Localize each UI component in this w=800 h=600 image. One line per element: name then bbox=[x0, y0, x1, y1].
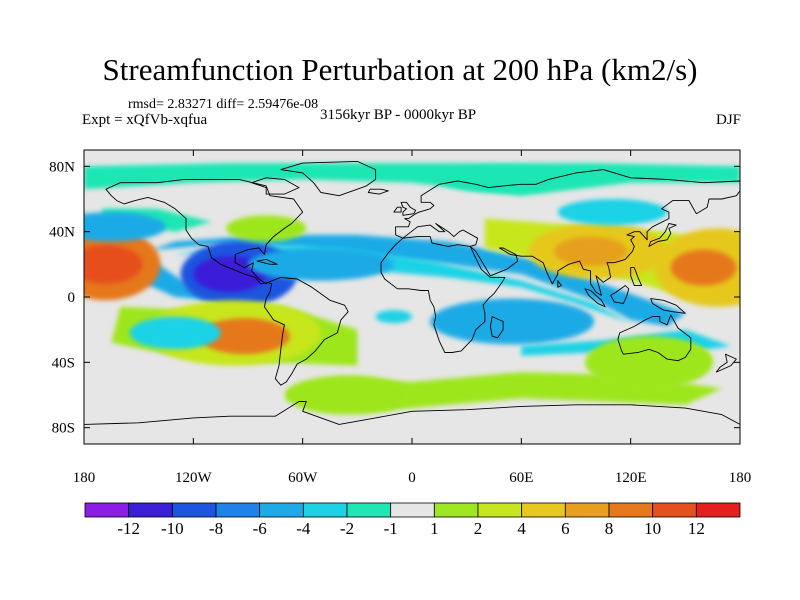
x-tick-label: 180 bbox=[73, 470, 96, 486]
colorbar: -12 -10 -8 -6 -4 -2 -1 1 2 4 6 8 10 12 bbox=[84, 502, 741, 538]
x-tick-label: 0 bbox=[408, 470, 416, 486]
colorbar-swatch bbox=[608, 502, 654, 518]
colorbar-label: 2 bbox=[474, 519, 483, 538]
colorbar-label: -4 bbox=[296, 519, 311, 538]
anomaly-center bbox=[129, 316, 221, 350]
colorbar-label: 4 bbox=[517, 519, 526, 538]
colorbar-swatch bbox=[521, 502, 566, 518]
anomaly-center bbox=[670, 249, 737, 286]
colorbar-label: 10 bbox=[644, 519, 661, 538]
coastline-eurasia bbox=[395, 169, 740, 296]
x-tick-label: 120E bbox=[615, 470, 647, 486]
season-label: DJF bbox=[715, 112, 741, 128]
colorbar-swatch bbox=[564, 502, 610, 518]
y-tick-label: 40N bbox=[49, 225, 75, 241]
anomaly-center bbox=[375, 310, 412, 324]
anomaly-center bbox=[585, 336, 713, 389]
coastline-greenland bbox=[280, 160, 377, 197]
colorbar-swatch bbox=[695, 502, 741, 518]
anomaly-center bbox=[554, 236, 628, 266]
axis-ticks: 180 120W 60W 0 60E 120E 180 80N 40N 0 40S 80S bbox=[49, 150, 751, 486]
y-tick-label: 0 bbox=[68, 290, 76, 306]
coastline-borneo bbox=[610, 285, 630, 304]
colorbar-label: -12 bbox=[117, 519, 140, 538]
anomaly-center bbox=[557, 199, 668, 226]
y-tick-label: 80S bbox=[52, 421, 75, 437]
colorbar-label: 12 bbox=[688, 519, 705, 538]
coastline-north-america bbox=[105, 178, 304, 285]
colorbar-label: -1 bbox=[384, 519, 398, 538]
anomaly-band bbox=[120, 234, 686, 327]
y-tick-label: 80N bbox=[49, 159, 75, 175]
coastline-sri-lanka bbox=[557, 280, 562, 288]
x-tick-label: 180 bbox=[729, 470, 752, 486]
y-tick-label: 40S bbox=[52, 355, 75, 371]
anomaly-field bbox=[84, 163, 740, 415]
anomaly-center bbox=[439, 166, 567, 193]
coastline-great-britain bbox=[400, 201, 417, 216]
colorbar-swatch bbox=[84, 502, 130, 518]
colorbar-swatch bbox=[128, 502, 173, 518]
anomaly-center bbox=[226, 215, 307, 242]
coastline-japan bbox=[648, 223, 677, 247]
colorbar-swatch bbox=[477, 502, 523, 518]
coastline-sumatra bbox=[584, 288, 606, 308]
anomaly-center bbox=[248, 248, 394, 281]
x-tick-label: 120W bbox=[175, 470, 213, 486]
coastline-cuba bbox=[256, 258, 278, 265]
colorbar-label: -2 bbox=[340, 519, 354, 538]
coastline-africa bbox=[380, 236, 506, 353]
coastline-new-zealand bbox=[715, 353, 737, 373]
anomaly-center bbox=[193, 256, 267, 293]
colorbar-swatch bbox=[652, 502, 697, 518]
colorbar-swatch bbox=[302, 502, 348, 518]
anomaly-center bbox=[198, 318, 290, 355]
coastline-madagascar bbox=[489, 316, 504, 339]
coastline-iceland bbox=[367, 188, 389, 195]
colorbar-label: 6 bbox=[561, 519, 570, 538]
coastline-new-guinea bbox=[650, 298, 686, 314]
anomaly-center bbox=[430, 298, 595, 345]
colorbar-label: -8 bbox=[209, 519, 223, 538]
figure-title: Streamfunction Perturbation at 200 hPa (… bbox=[102, 52, 698, 87]
anomaly-band bbox=[84, 163, 740, 196]
coastlines bbox=[84, 160, 740, 425]
coastline-australia bbox=[617, 314, 692, 362]
colorbar-label: -10 bbox=[161, 519, 184, 538]
coastline-baffin bbox=[251, 177, 300, 195]
coastline-antarctica bbox=[84, 401, 740, 425]
stats-line: rmsd= 2.83271 diff= 2.59476e-08 bbox=[128, 97, 319, 112]
x-tick-label: 60W bbox=[288, 470, 318, 486]
x-tick-label: 60E bbox=[509, 470, 533, 486]
anomaly-center bbox=[284, 375, 412, 415]
colorbar-label: 8 bbox=[605, 519, 614, 538]
colorbar-swatch bbox=[346, 502, 392, 518]
colorbar-swatch bbox=[215, 502, 261, 518]
anomaly-center bbox=[84, 212, 166, 242]
colorbar-swatch bbox=[259, 502, 304, 518]
anomaly-center bbox=[84, 244, 143, 284]
coastline-ireland bbox=[393, 206, 402, 213]
coastline-philippines bbox=[630, 267, 643, 287]
colorbar-swatch bbox=[433, 502, 479, 518]
colorbar-label: 1 bbox=[430, 519, 439, 538]
colorbar-swatch bbox=[171, 502, 217, 518]
period-line: 3156kyr BP - 0000kyr BP bbox=[320, 107, 477, 123]
coastline-south-america bbox=[263, 276, 349, 386]
colorbar-swatch bbox=[390, 502, 435, 518]
experiment-line: Expt = xQfVb-xqfua bbox=[82, 112, 208, 128]
colorbar-label: -6 bbox=[253, 519, 267, 538]
